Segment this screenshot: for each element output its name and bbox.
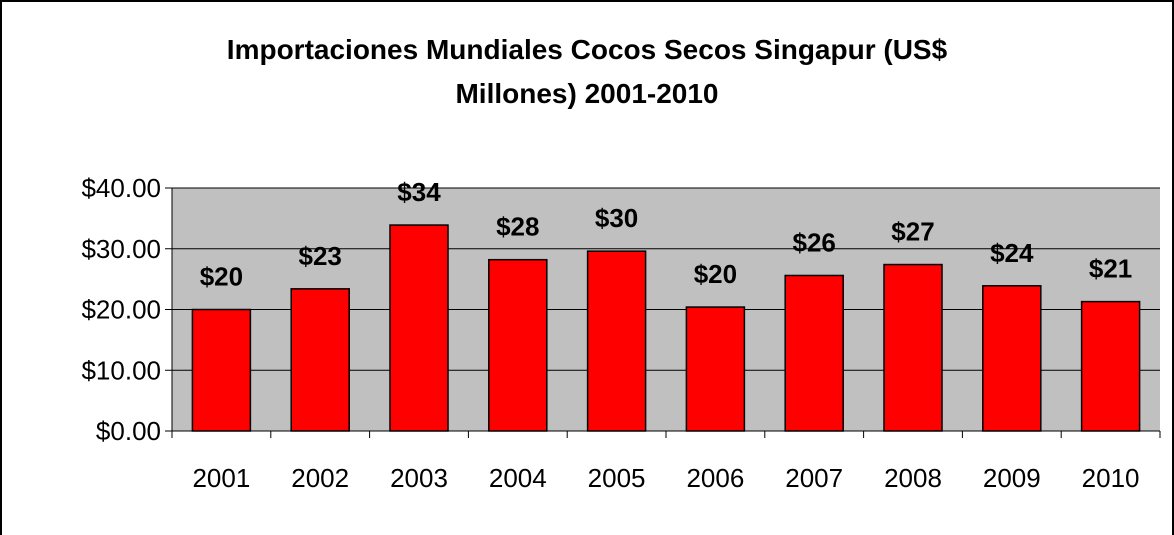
data-label-2005: $30: [595, 203, 638, 233]
bar-2004: [488, 258, 548, 432]
data-label-2002: $23: [299, 241, 342, 271]
data-label-2009: $24: [990, 238, 1034, 268]
x-tick-label: 2005: [588, 463, 646, 493]
bar-2009: [982, 285, 1042, 432]
chart-title-line-2: Millones) 2001-2010: [455, 78, 719, 109]
y-tick-label: $0.00: [96, 416, 161, 446]
bar-2002: [290, 288, 350, 432]
x-tick-label: 2001: [192, 463, 250, 493]
data-label-2003: $34: [397, 177, 441, 207]
data-label-2007: $26: [793, 227, 836, 257]
y-tick-label: $10.00: [81, 355, 161, 385]
bar-2010: [1080, 300, 1141, 432]
x-tick-label: 2002: [291, 463, 349, 493]
y-tick-label: $20.00: [81, 295, 161, 325]
x-tick-label: 2003: [390, 463, 448, 493]
data-label-2006: $20: [694, 259, 737, 289]
y-tick-labels: $0.00 $10.00 $20.00 $30.00 $40.00: [81, 173, 161, 446]
data-label-2004: $28: [496, 212, 539, 242]
chart-title: Importaciones Mundiales Cocos Secos Sing…: [0, 28, 1174, 116]
chart-title-line-1: Importaciones Mundiales Cocos Secos Sing…: [226, 34, 948, 65]
y-tick-label: $30.00: [81, 234, 161, 264]
data-label-2001: $20: [200, 262, 243, 292]
data-label-2010: $21: [1089, 254, 1132, 284]
x-tick-label: 2008: [884, 463, 942, 493]
x-tick-label: 2009: [983, 463, 1041, 493]
data-label-2008: $27: [891, 217, 934, 247]
x-tick-label: 2004: [489, 463, 547, 493]
x-tick-label: 2006: [686, 463, 744, 493]
bars: [191, 224, 1141, 432]
bar-2006: [685, 306, 746, 432]
x-tick-label: 2007: [785, 463, 843, 493]
bar-2007: [784, 274, 844, 432]
axes: [165, 187, 1161, 438]
y-tick-label: $40.00: [81, 173, 161, 203]
bar-2001: [191, 308, 252, 432]
bar-2005: [586, 250, 647, 432]
x-tick-label: 2010: [1082, 463, 1140, 493]
x-tick-labels: 2001 2002 2003 2004 2005 2006 2007 2008 2009 2010: [192, 463, 1139, 493]
bar-2008: [883, 263, 943, 432]
data-labels: $20 $23 $34 $28 $30 $20 $26 $27 $24 $21: [200, 177, 1133, 291]
bar-2003: [389, 224, 449, 432]
